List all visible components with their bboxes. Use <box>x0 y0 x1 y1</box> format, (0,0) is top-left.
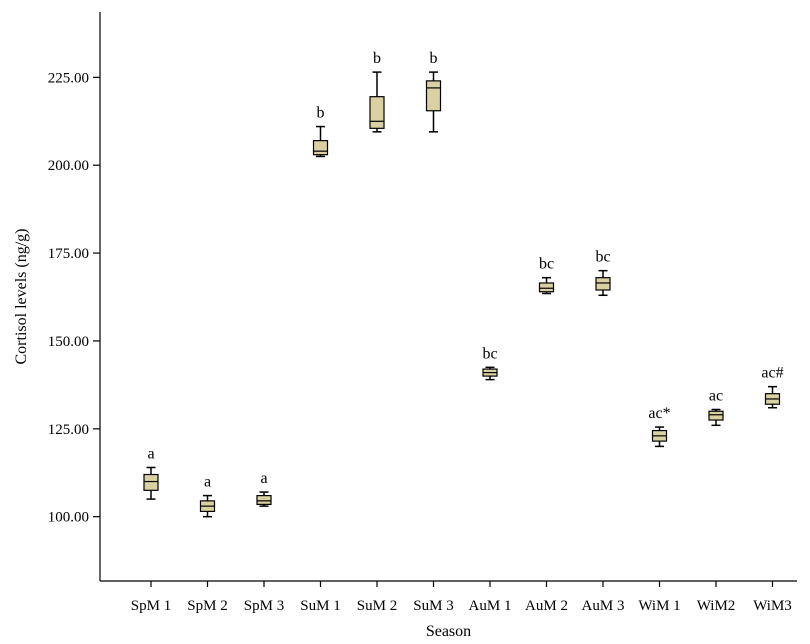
x-tick-label: SpM 3 <box>244 598 284 614</box>
x-tick-label: AuM 1 <box>469 598 512 614</box>
significance-label: bc <box>595 249 610 266</box>
significance-label: ac <box>709 387 723 404</box>
box-5: b <box>369 50 385 133</box>
significance-label: b <box>317 105 325 122</box>
box-9: bc <box>595 249 611 297</box>
box-12: ac# <box>761 365 784 409</box>
x-tick-label: AuM 2 <box>525 598 568 614</box>
box-3: a <box>256 470 272 507</box>
iqr-box <box>369 96 385 129</box>
iqr-box <box>708 410 724 421</box>
box-1: a <box>143 445 159 500</box>
significance-label: a <box>204 474 211 491</box>
x-tick-label: SpM 2 <box>187 598 227 614</box>
significance-label: a <box>147 445 154 462</box>
x-tick-label: SpM 1 <box>131 598 171 614</box>
x-tick-label: WiM2 <box>697 598 736 614</box>
iqr-box <box>143 473 159 491</box>
y-tick-label: 125.00 <box>48 422 89 438</box>
significance-label: bc <box>539 256 554 273</box>
box-11: ac <box>708 387 724 427</box>
x-tick-label: SuM 2 <box>357 598 397 614</box>
x-axis-ticks: SpM 1 SpM 2 SpM 3 SuM 1 SuM 2 SuM 3 AuM 1 AuM 2… <box>131 581 792 614</box>
y-tick-label: 225.00 <box>48 70 89 86</box>
box-4: b <box>312 105 329 158</box>
iqr-box <box>256 494 272 505</box>
significance-label: ac# <box>761 365 783 382</box>
box-6: b <box>425 50 442 133</box>
x-tick-label: AuM 3 <box>582 598 625 614</box>
y-axis-title: Cortisol levels (ng/g) <box>13 229 30 365</box>
significance-label: b <box>373 50 381 67</box>
x-tick-label: SuM 1 <box>300 598 340 614</box>
significance-label: a <box>260 470 267 487</box>
plot-area: a a a b b b bc bc bc ac* ac ac# <box>143 50 784 518</box>
box-10: ac* <box>648 405 671 448</box>
iqr-box <box>538 282 555 293</box>
y-tick-label: 100.00 <box>48 510 89 526</box>
box-8: bc <box>538 256 555 295</box>
y-axis-ticks: 100.00 125.00 150.00 175.00 200.00 225.00 <box>48 70 100 526</box>
significance-label: ac* <box>648 405 670 422</box>
x-tick-label: WiM 1 <box>638 598 680 614</box>
x-tick-label: WiM3 <box>753 598 792 614</box>
y-tick-label: 175.00 <box>48 246 89 262</box>
iqr-box <box>312 140 329 156</box>
box-7: bc <box>482 345 498 381</box>
x-axis-title: Season <box>426 623 471 640</box>
significance-label: bc <box>482 345 497 362</box>
y-tick-label: 150.00 <box>48 334 89 350</box>
x-tick-label: SuM 3 <box>413 598 453 614</box>
iqr-box <box>425 80 442 112</box>
iqr-box <box>595 277 611 291</box>
significance-label: b <box>430 50 438 67</box>
y-tick-label: 200.00 <box>48 158 89 174</box>
box-2: a <box>199 474 216 518</box>
